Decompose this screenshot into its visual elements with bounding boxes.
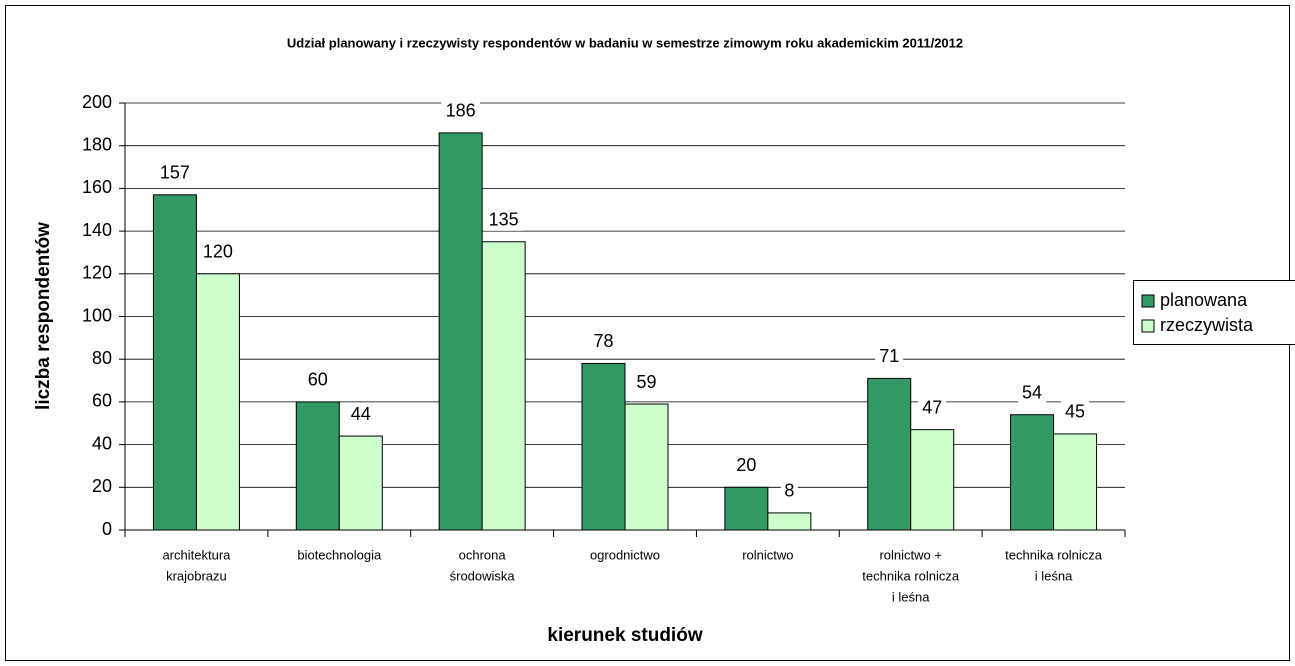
- data-label: 47: [922, 397, 942, 417]
- y-tick-label: 0: [102, 519, 112, 539]
- bar: [910, 429, 955, 531]
- legend-swatch: [1141, 294, 1155, 308]
- legend-box: [1133, 280, 1295, 345]
- x-tick-label: i leśna: [1035, 568, 1073, 583]
- x-tick-label: krajobrazu: [166, 568, 227, 583]
- x-tick-label: rolnictwo: [742, 547, 793, 562]
- data-label-bg: [303, 368, 332, 391]
- y-tick-label: 100: [82, 305, 112, 325]
- y-tick-label: 20: [92, 476, 112, 496]
- y-tick-label: 120: [82, 263, 112, 283]
- x-tick-label: technika rolnicza: [862, 568, 960, 583]
- data-label: 59: [636, 372, 656, 392]
- legend-label: rzeczywista: [1160, 315, 1254, 335]
- data-label: 186: [446, 101, 476, 121]
- data-label: 8: [784, 481, 794, 501]
- y-axis-label: liczba respondentów: [33, 222, 54, 410]
- data-label: 20: [736, 455, 756, 475]
- data-label-bg: [589, 330, 618, 353]
- data-label: 71: [879, 346, 899, 366]
- data-label: 60: [308, 370, 328, 390]
- bar: [152, 194, 197, 531]
- bar: [767, 512, 812, 531]
- legend-swatch: [1141, 319, 1155, 333]
- data-label: 45: [1065, 402, 1085, 422]
- data-label: 135: [489, 210, 519, 230]
- data-label-bg: [346, 403, 375, 426]
- data-label-bg: [1061, 400, 1090, 423]
- x-tick-label: ochrona: [459, 547, 507, 562]
- legend-label: planowana: [1160, 290, 1248, 310]
- bar: [481, 241, 526, 531]
- y-tick-label: 160: [82, 177, 112, 197]
- y-tick-label: 180: [82, 134, 112, 154]
- y-tick-label: 40: [92, 433, 112, 453]
- data-label-bg: [632, 371, 661, 394]
- bar: [624, 403, 669, 531]
- data-label: 78: [593, 331, 613, 351]
- bar: [195, 273, 240, 531]
- bar: [1010, 414, 1055, 531]
- bar: [581, 362, 626, 531]
- data-label-bg: [918, 396, 947, 419]
- bar: [295, 401, 340, 531]
- x-tick-label: środowiska: [450, 568, 516, 583]
- data-label-bg: [484, 208, 524, 231]
- y-tick-label: 80: [92, 348, 112, 368]
- y-tick-label: 140: [82, 220, 112, 240]
- y-tick-label: 200: [82, 92, 112, 112]
- x-tick-label: rolnictwo +: [879, 547, 942, 562]
- data-label: 120: [203, 242, 233, 262]
- bar: [867, 377, 912, 531]
- x-axis-label: kierunek studiów: [547, 625, 702, 646]
- data-label: 44: [351, 404, 371, 424]
- bar: [1053, 433, 1098, 531]
- data-label-bg: [441, 99, 481, 122]
- bar: [338, 435, 383, 531]
- data-label-bg: [875, 345, 904, 368]
- x-tick-label: technika rolnicza: [1005, 547, 1103, 562]
- data-label-bg: [1018, 381, 1047, 404]
- data-label: 54: [1022, 382, 1042, 402]
- data-label-bg: [732, 454, 761, 477]
- data-label-bg: [198, 240, 238, 263]
- y-tick-label: 60: [92, 391, 112, 411]
- chart-title: Udział planowany i rzeczywisty responden…: [287, 35, 963, 50]
- bar: [438, 132, 483, 531]
- x-tick-label: ogrodnictwo: [590, 547, 660, 562]
- data-label-bg: [780, 479, 798, 502]
- data-label-bg: [155, 161, 195, 184]
- bar: [724, 486, 769, 531]
- x-tick-label: architektura: [162, 547, 231, 562]
- data-label: 157: [160, 163, 190, 183]
- x-tick-label: biotechnologia: [297, 547, 382, 562]
- x-tick-label: i leśna: [892, 589, 930, 604]
